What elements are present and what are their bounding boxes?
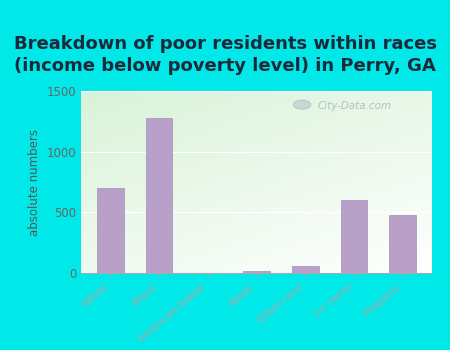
- Bar: [389, 215, 416, 273]
- Bar: [97, 188, 124, 273]
- Text: City-Data.com: City-Data.com: [318, 100, 392, 111]
- Y-axis label: absolute numbers: absolute numbers: [28, 128, 41, 236]
- Bar: [243, 271, 270, 273]
- Bar: [146, 118, 172, 273]
- Bar: [292, 266, 319, 273]
- Text: Breakdown of poor residents within races
(income below poverty level) in Perry, : Breakdown of poor residents within races…: [14, 35, 436, 75]
- Bar: [341, 200, 367, 273]
- Circle shape: [293, 100, 311, 109]
